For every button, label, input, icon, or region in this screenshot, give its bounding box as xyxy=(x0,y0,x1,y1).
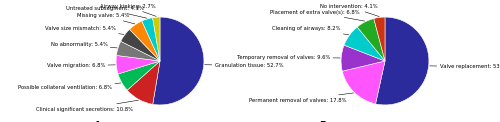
Wedge shape xyxy=(127,61,160,104)
Text: Valve size mismatch: 5.4%: Valve size mismatch: 5.4% xyxy=(45,26,124,34)
Wedge shape xyxy=(342,61,385,104)
Text: No intervention: 4.1%: No intervention: 4.1% xyxy=(320,4,379,17)
Text: Valve migration: 6.8%: Valve migration: 6.8% xyxy=(47,63,116,68)
Text: Untreated subsegment: 4.1%: Untreated subsegment: 4.1% xyxy=(66,6,147,18)
Text: No abnormality: 5.4%: No abnormality: 5.4% xyxy=(50,42,117,48)
Wedge shape xyxy=(121,29,160,61)
Text: Temporary removal of valves: 9.6%: Temporary removal of valves: 9.6% xyxy=(237,55,341,60)
Text: Granulation tissue: 52.7%: Granulation tissue: 52.7% xyxy=(204,63,283,68)
Wedge shape xyxy=(357,19,385,61)
Text: B: B xyxy=(319,121,326,122)
Text: Missing valve: 5.4%: Missing valve: 5.4% xyxy=(77,13,135,24)
Text: Clinical significant secretions: 10.8%: Clinical significant secretions: 10.8% xyxy=(36,100,138,112)
Text: Cleaning of airways: 8.2%: Cleaning of airways: 8.2% xyxy=(272,26,348,35)
Wedge shape xyxy=(116,41,160,61)
Text: Placement of extra valve(s): 6.8%: Placement of extra valve(s): 6.8% xyxy=(270,10,364,21)
Text: Valve replacement: 53.4%: Valve replacement: 53.4% xyxy=(430,64,500,69)
Wedge shape xyxy=(376,17,429,105)
Wedge shape xyxy=(374,17,385,61)
Text: Airway kinking: 2.7%: Airway kinking: 2.7% xyxy=(100,4,156,16)
Text: Possible collateral ventilation: 6.8%: Possible collateral ventilation: 6.8% xyxy=(18,83,121,90)
Wedge shape xyxy=(116,55,160,74)
Wedge shape xyxy=(142,18,160,61)
Wedge shape xyxy=(344,27,385,61)
Text: Permanent removal of valves: 17.8%: Permanent removal of valves: 17.8% xyxy=(249,93,354,103)
Wedge shape xyxy=(152,17,204,105)
Wedge shape xyxy=(118,61,160,90)
Wedge shape xyxy=(341,45,385,71)
Wedge shape xyxy=(130,21,160,61)
Text: A: A xyxy=(94,121,102,122)
Wedge shape xyxy=(152,17,160,61)
